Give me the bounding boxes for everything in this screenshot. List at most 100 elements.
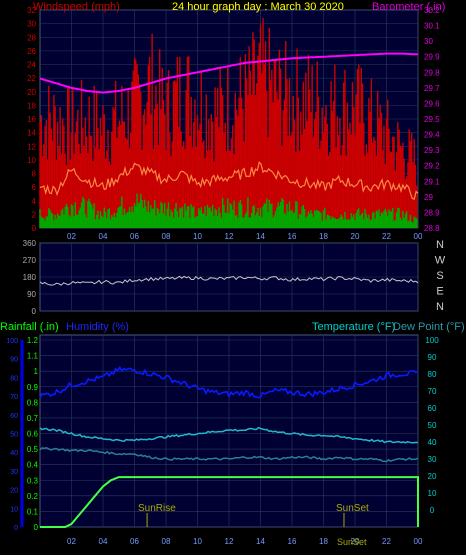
sunset-axis-label: SunSet [337, 537, 367, 547]
baro-tick-label: 29.3 [424, 146, 440, 155]
compass-label: N [436, 301, 444, 313]
wind-tick-label: 2 [32, 210, 37, 219]
temp-tick-label: 20 [428, 472, 437, 481]
rain-tick-label: 0.6 [27, 430, 39, 439]
wind-x-tick-label: 06 [130, 232, 139, 241]
rain-tick-label: 0.9 [27, 383, 39, 392]
humidity-line [39, 365, 419, 399]
temp-tick-label: 80 [428, 370, 437, 379]
compass-label: N [436, 239, 444, 251]
hum-x-tick-label: 06 [130, 537, 139, 546]
hum-x-tick-label: 16 [288, 537, 297, 546]
hum-x-tick-label: 14 [256, 537, 265, 546]
rain-tick-label: 1 [34, 367, 39, 376]
baro-tick-label: 29.8 [424, 68, 440, 77]
wind-tick-label: 18 [27, 101, 36, 110]
wind-tick-label: 8 [32, 170, 37, 179]
wind-tick-label: 32 [27, 6, 36, 15]
wind-x-tick-label: 10 [193, 232, 202, 241]
humidity-tick-label: 10 [10, 506, 18, 513]
dir-tick-label: 180 [23, 273, 37, 282]
barometer-axis-title: Barometer (.in) [372, 1, 445, 13]
wind-tick-label: 14 [27, 129, 36, 138]
baro-tick-label: 29.4 [424, 131, 440, 140]
wind-tick-label: 20 [27, 88, 36, 97]
wind-tick-label: 28 [27, 33, 36, 42]
baro-tick-label: 29.5 [424, 115, 440, 124]
temp-tick-label: 30 [428, 455, 437, 464]
humidity-tick-label: 100 [6, 338, 18, 345]
wind-tick-label: 22 [27, 74, 36, 83]
wind-x-tick-label: 08 [162, 232, 171, 241]
wind-panel-marks [39, 17, 419, 228]
rainfall-line [40, 476, 419, 528]
hum-x-tick-label: 02 [67, 537, 76, 546]
rain-tick-label: 0.5 [27, 445, 39, 454]
barometer-line [39, 52, 419, 94]
rain-tick-label: 0.7 [27, 414, 39, 423]
temp-tick-label: 90 [428, 353, 437, 362]
baro-tick-label: 29.6 [424, 99, 440, 108]
humidity-tick-label: 20 [10, 488, 18, 495]
wind-tick-label: 0 [32, 224, 37, 233]
humidity-tick-label: 40 [10, 450, 18, 457]
baro-tick-label: 29.7 [424, 84, 440, 93]
humidity-panel-grid [40, 335, 419, 528]
baro-tick-label: 28.9 [424, 208, 440, 217]
baro-tick-label: 29.1 [424, 177, 440, 186]
temp-tick-label: 10 [428, 489, 437, 498]
rain-tick-label: 0.4 [27, 461, 39, 470]
wind-x-tick-label: 02 [67, 232, 76, 241]
temp-tick-label: 50 [428, 421, 437, 430]
dewpoint-line [39, 447, 419, 463]
humidity-tick-label: 0 [14, 525, 18, 532]
hum-x-tick-label: 12 [225, 537, 234, 546]
humidity-panel-marks [39, 365, 419, 528]
hum-x-tick-label: 04 [99, 537, 108, 546]
axes-labels: 0246810121416182022242628303228.828.9292… [6, 6, 445, 546]
humidity-tick-label: 90 [10, 357, 18, 364]
wind-x-tick-label: 04 [99, 232, 108, 241]
dewpoint-axis-title: Dew Point (°F) [393, 321, 465, 333]
windspeed-axis-title: Windspeed (mph) [33, 1, 120, 13]
humidity-tick-label: 60 [10, 413, 18, 420]
hum-x-tick-label: 20 [351, 537, 360, 546]
hum-x-tick-label: 10 [193, 537, 202, 546]
baro-tick-label: 29 [424, 193, 433, 202]
chart-title: 24 hour graph day : March 30 2020 [172, 1, 344, 13]
wind-tick-label: 12 [27, 142, 36, 151]
compass-label: S [436, 270, 443, 282]
wind-tick-label: 26 [27, 47, 36, 56]
baro-tick-label: 30.2 [424, 6, 440, 15]
rainfall-axis-title: Rainfall (.in) [0, 321, 59, 333]
wind-x-tick-label: 18 [319, 232, 328, 241]
baro-tick-label: 30.1 [424, 22, 440, 31]
wind-direction-line [39, 275, 419, 286]
wind-tick-label: 16 [27, 115, 36, 124]
humidity-tick-label: 30 [10, 469, 18, 476]
sunset-label: SunSet [336, 503, 369, 514]
wind-x-tick-label: 22 [382, 232, 391, 241]
temperature-line [39, 426, 419, 444]
wind-x-tick-label: 14 [256, 232, 265, 241]
temp-tick-label: 70 [428, 387, 437, 396]
wind-tick-label: 24 [27, 61, 36, 70]
rain-tick-label: 1.1 [27, 352, 39, 361]
hum-x-tick-label: 18 [319, 537, 328, 546]
temperature-axis-title: Temperature (°F) [312, 321, 395, 333]
compass-label: E [436, 286, 443, 298]
humidity-tick-label: 80 [10, 375, 18, 382]
wind-x-tick-label: 12 [225, 232, 234, 241]
wind-tick-label: 6 [32, 183, 37, 192]
baro-tick-label: 30 [424, 37, 433, 46]
baro-tick-label: 28.8 [424, 224, 440, 233]
wind-x-tick-label: 00 [414, 232, 423, 241]
rain-tick-label: 1.2 [27, 336, 39, 345]
dir-tick-label: 270 [23, 256, 37, 265]
humidity-axis-title: Humidity (%) [66, 321, 129, 333]
rain-tick-label: 0.2 [27, 492, 39, 501]
direction-panel-marks [39, 275, 419, 286]
baro-tick-label: 29.9 [424, 53, 440, 62]
wind-x-tick-label: 16 [288, 232, 297, 241]
